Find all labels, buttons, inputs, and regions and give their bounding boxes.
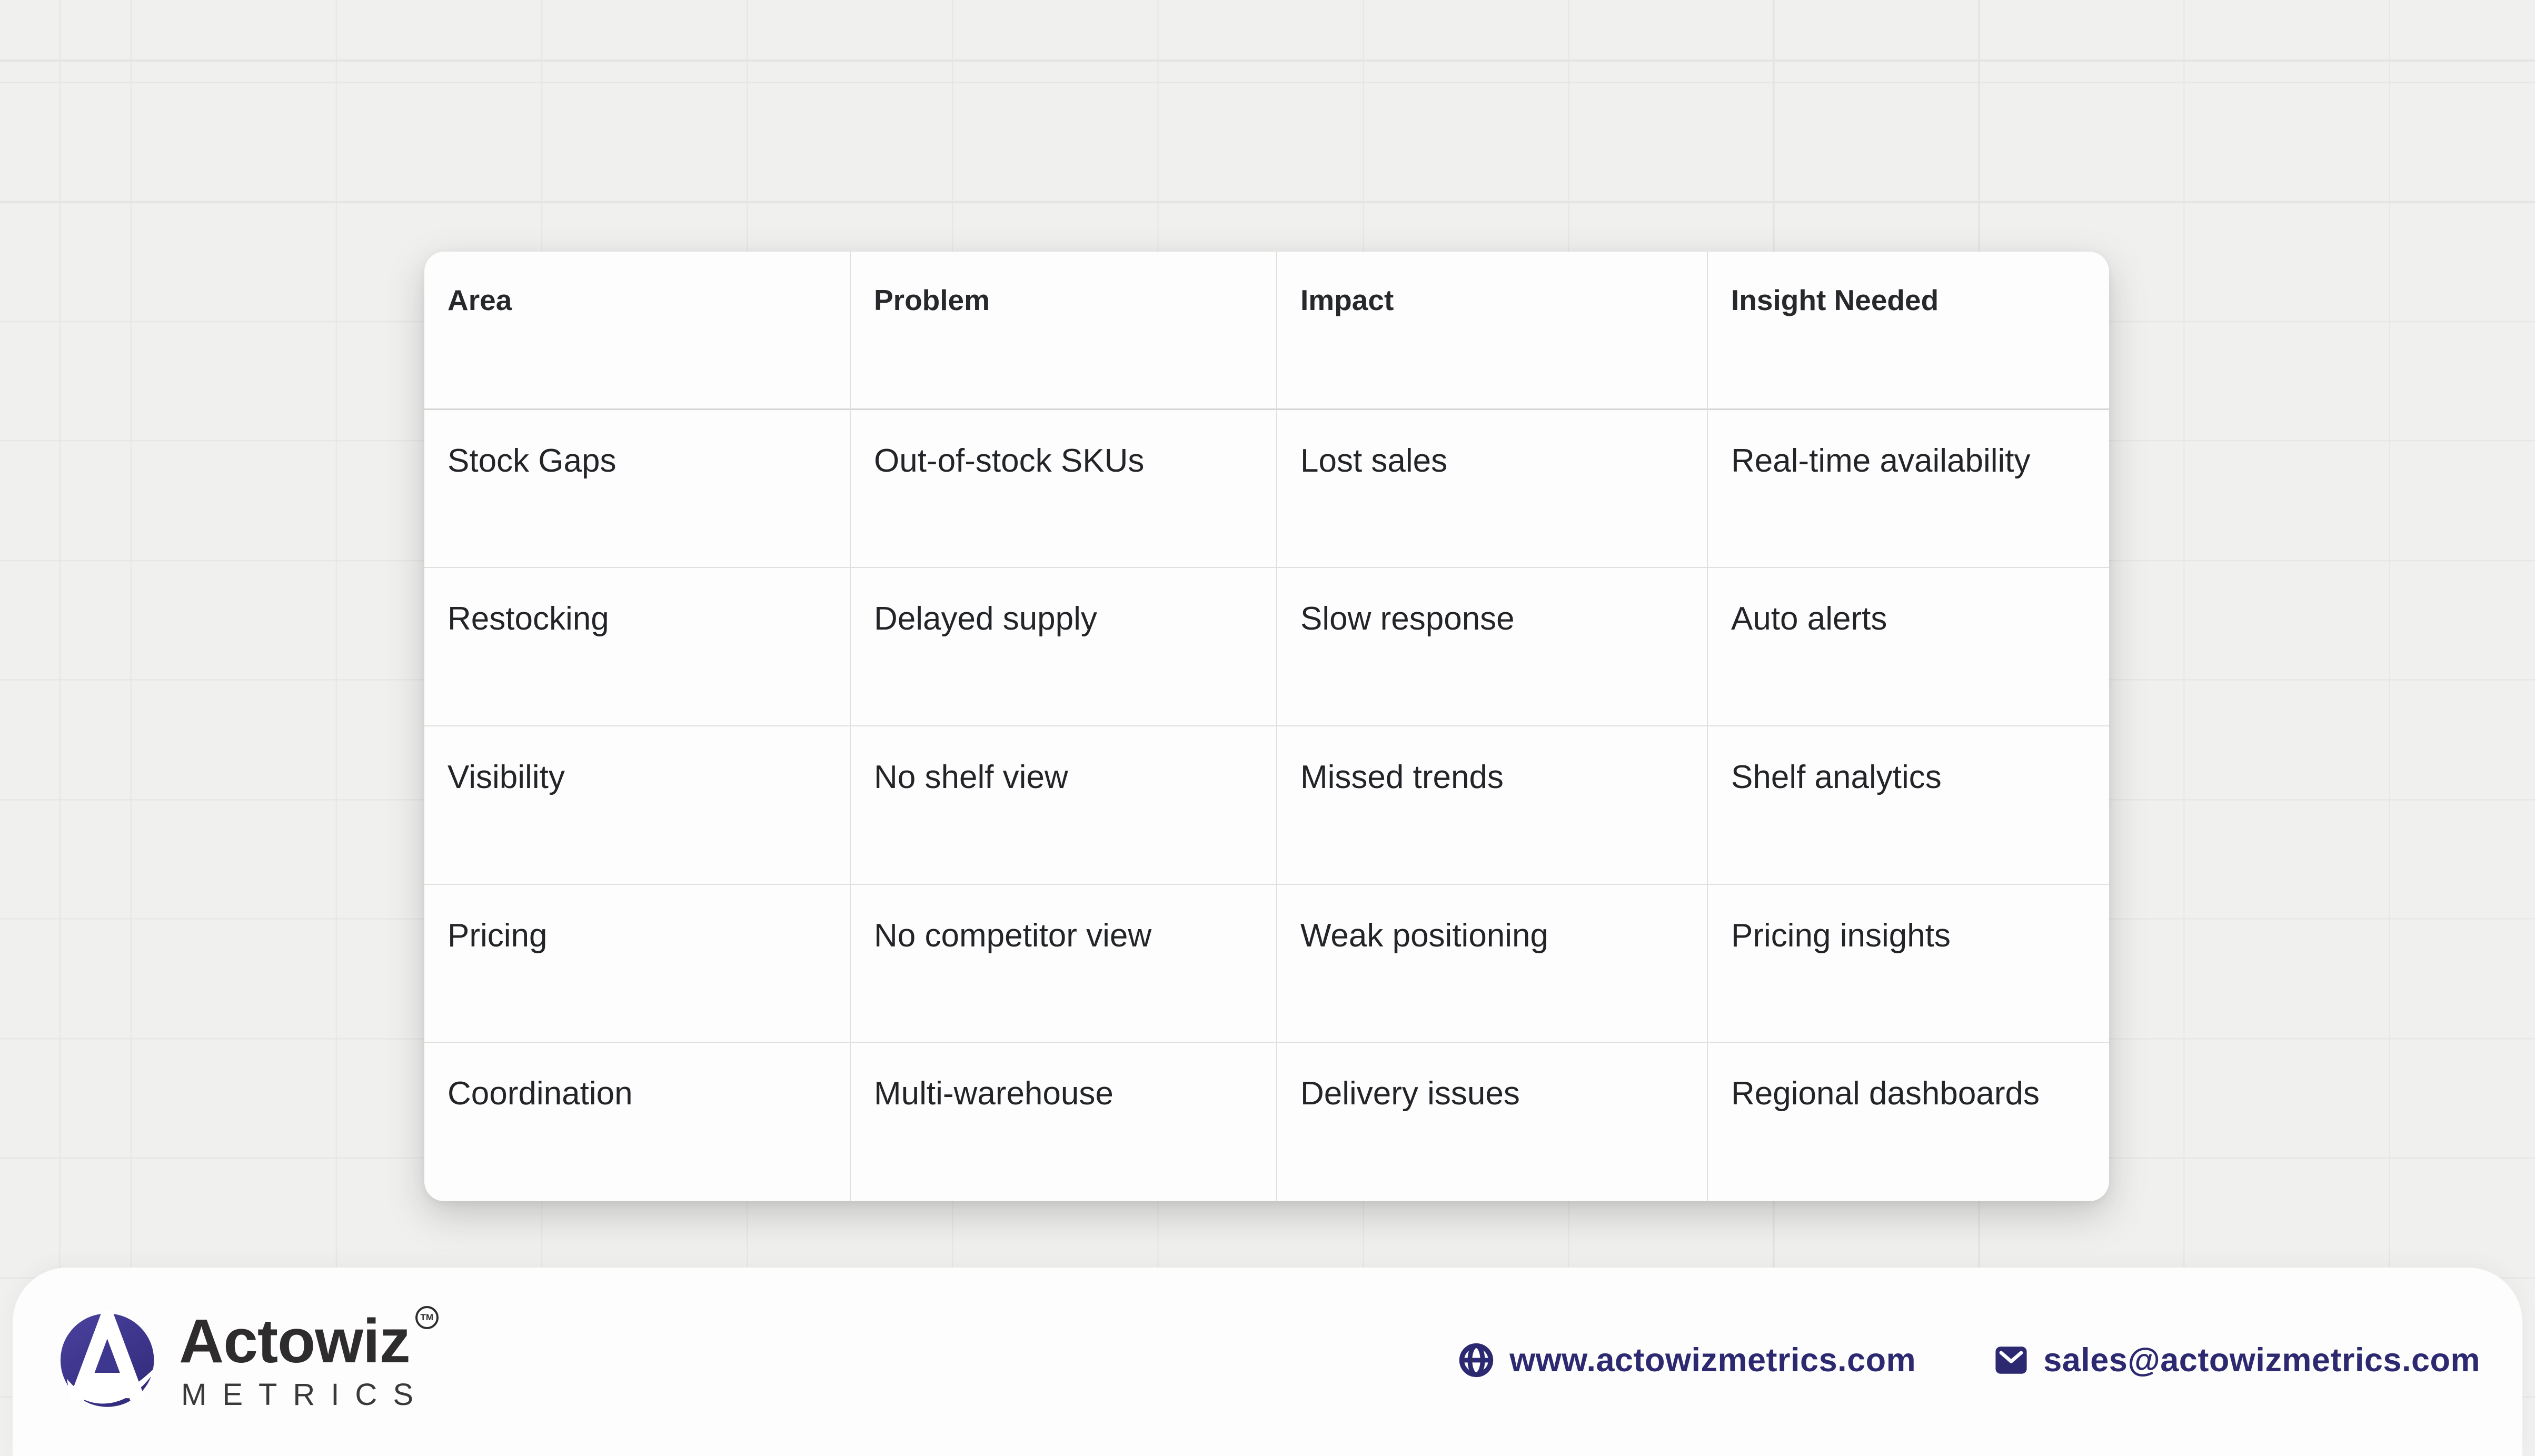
email-link[interactable]: sales@actowizmetrics.com	[1995, 1341, 2480, 1379]
table-cell: Slow response	[1277, 568, 1708, 726]
brand-block: Actowiz TM METRICS	[60, 1306, 439, 1412]
header-cell-area: Area	[424, 252, 851, 410]
actowiz-logo-icon	[60, 1310, 161, 1407]
table-cell: Visibility	[424, 726, 851, 885]
footer-bar: Actowiz TM METRICS www.actowizmetrics.co…	[13, 1268, 2522, 1456]
table-cell: Delivery issues	[1277, 1043, 1708, 1201]
mail-icon	[1995, 1347, 2027, 1374]
globe-icon	[1459, 1343, 1494, 1378]
table-cell: Weak positioning	[1277, 884, 1708, 1043]
table-cell: Pricing insights	[1708, 884, 2109, 1043]
table-cell: No shelf view	[851, 726, 1277, 885]
table-cell: No competitor view	[851, 884, 1277, 1043]
email-address[interactable]: sales@actowizmetrics.com	[2043, 1342, 2480, 1379]
header-cell-problem: Problem	[851, 252, 1277, 410]
table-cell: Stock Gaps	[424, 410, 851, 569]
table-cell: Real-time availability	[1708, 410, 2109, 569]
trademark-badge: TM	[415, 1306, 439, 1329]
table-cell: Delayed supply	[851, 568, 1277, 726]
table-cell: Auto alerts	[1708, 568, 2109, 726]
table-cell: Missed trends	[1277, 726, 1708, 885]
table-cell: Out-of-stock SKUs	[851, 410, 1277, 569]
table-cell: Multi-warehouse	[851, 1043, 1277, 1201]
table-cell: Shelf analytics	[1708, 726, 2109, 885]
table-cell: Coordination	[424, 1043, 851, 1201]
brand-wordmark: Actowiz TM METRICS	[179, 1306, 439, 1412]
brand-name: Actowiz	[179, 1307, 411, 1376]
header-cell-insight-needed: Insight Needed	[1708, 252, 2109, 410]
table-cell: Lost sales	[1277, 410, 1708, 569]
contact-links: www.actowizmetrics.com sales@actowizmetr…	[1459, 1341, 2480, 1379]
website-url[interactable]: www.actowizmetrics.com	[1509, 1342, 1916, 1379]
header-cell-impact: Impact	[1277, 252, 1708, 410]
table-cell: Restocking	[424, 568, 851, 726]
comparison-table: Area Problem Impact Insight Needed Stock…	[424, 252, 2109, 1201]
website-link[interactable]: www.actowizmetrics.com	[1459, 1341, 1916, 1379]
brand-subtitle: METRICS	[181, 1378, 429, 1412]
table-cell: Regional dashboards	[1708, 1043, 2109, 1201]
table-cell: Pricing	[424, 884, 851, 1043]
